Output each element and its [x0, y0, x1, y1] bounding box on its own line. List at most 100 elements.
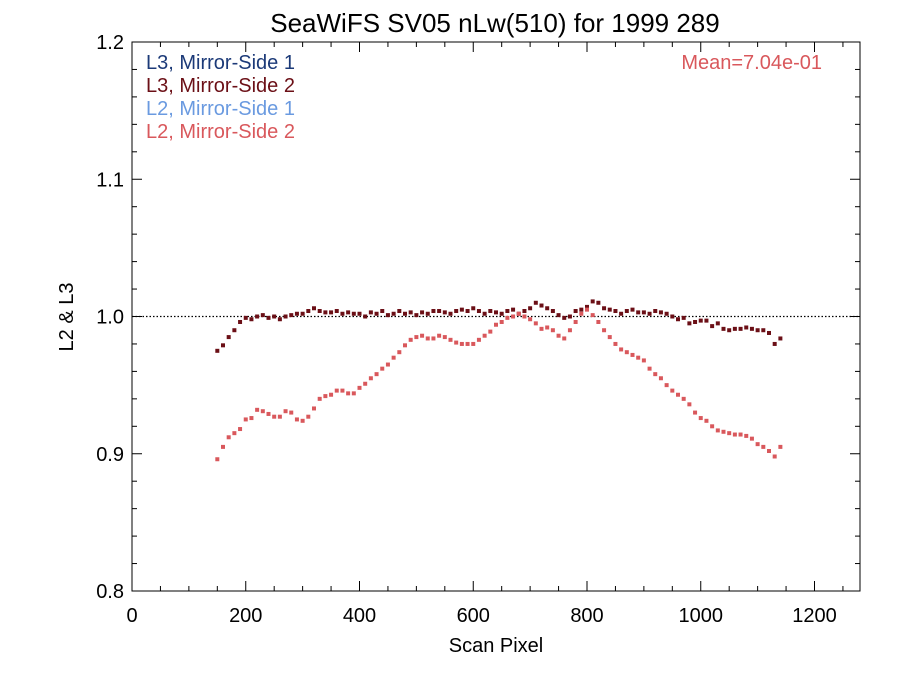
- data-point: [647, 311, 652, 316]
- data-point: [624, 350, 629, 355]
- data-point: [755, 442, 760, 447]
- data-point: [715, 428, 720, 433]
- data-point: [448, 337, 453, 342]
- data-point: [567, 314, 572, 319]
- data-point: [738, 432, 743, 437]
- data-point: [681, 396, 686, 401]
- data-point: [476, 309, 481, 314]
- data-point: [232, 431, 237, 436]
- data-point: [761, 444, 766, 449]
- data-point: [664, 383, 669, 388]
- data-point: [329, 392, 334, 397]
- data-point: [425, 311, 430, 316]
- data-point: [272, 314, 277, 319]
- data-point: [494, 322, 498, 327]
- data-point: [312, 406, 316, 411]
- data-point: [579, 311, 584, 316]
- data-point: [778, 336, 783, 341]
- data-point: [465, 341, 470, 346]
- data-point: [471, 341, 476, 346]
- data-point: [658, 310, 663, 315]
- data-point: [556, 333, 561, 338]
- data-point: [704, 318, 709, 323]
- data-point: [368, 376, 373, 381]
- data-point: [312, 306, 316, 311]
- data-point: [249, 317, 254, 322]
- data-point: [289, 410, 294, 415]
- data-point: [238, 427, 243, 432]
- data-point: [391, 355, 396, 360]
- data-point: [221, 444, 225, 449]
- data-point: [317, 309, 322, 314]
- data-point: [653, 309, 658, 314]
- data-point: [300, 418, 305, 423]
- data-point: [340, 388, 345, 393]
- data-point: [374, 372, 379, 377]
- data-point: [465, 309, 470, 314]
- data-point: [385, 313, 390, 318]
- data-point: [374, 311, 379, 316]
- data-point: [676, 317, 680, 322]
- data-point: [567, 328, 572, 333]
- data-point: [408, 337, 413, 342]
- data-point: [749, 326, 754, 331]
- data-point: [454, 309, 459, 314]
- data-point: [420, 333, 425, 338]
- data-point: [545, 325, 550, 330]
- data-point: [767, 449, 771, 454]
- data-point: [778, 444, 783, 449]
- data-point: [744, 325, 749, 330]
- data-point: [761, 328, 766, 333]
- data-point: [499, 311, 504, 316]
- data-point: [482, 333, 487, 338]
- mean-annotation: Mean=7.04e-01: [681, 52, 822, 74]
- data-point: [698, 416, 703, 421]
- data-point: [596, 300, 601, 305]
- data-point: [346, 391, 351, 396]
- data-point: [528, 317, 533, 322]
- data-point: [607, 307, 612, 312]
- data-point: [727, 431, 732, 436]
- data-point: [294, 417, 299, 422]
- data-point: [488, 329, 493, 334]
- data-point: [260, 313, 265, 318]
- x-tick-label: 600: [457, 605, 490, 627]
- data-point: [727, 328, 732, 333]
- data-point: [539, 303, 544, 308]
- data-point: [306, 309, 311, 314]
- data-point: [511, 314, 516, 319]
- data-point: [385, 362, 390, 367]
- data-point: [442, 310, 447, 315]
- data-point: [459, 307, 464, 312]
- data-point: [585, 307, 589, 312]
- data-point: [630, 352, 635, 357]
- data-point: [346, 310, 351, 315]
- data-point: [238, 319, 243, 324]
- data-point: [266, 315, 271, 320]
- data-point: [744, 433, 749, 438]
- x-axis-label: Scan Pixel: [449, 635, 544, 657]
- data-point: [505, 315, 510, 320]
- data-point: [539, 326, 544, 331]
- data-point: [738, 326, 743, 331]
- data-point: [420, 310, 425, 315]
- data-point: [260, 409, 265, 414]
- data-point: [431, 336, 436, 341]
- data-point: [528, 306, 533, 311]
- data-point: [573, 319, 578, 324]
- data-point: [408, 310, 413, 315]
- data-point: [294, 311, 299, 316]
- data-point: [641, 358, 646, 363]
- data-point: [511, 307, 516, 312]
- data-point: [317, 396, 322, 401]
- series-3: [215, 307, 783, 462]
- x-tick-label: 1200: [792, 605, 837, 627]
- data-point: [613, 341, 618, 346]
- x-tick-label: 1000: [679, 605, 724, 627]
- data-point: [641, 310, 646, 315]
- y-tick-label: 0.9: [96, 444, 124, 466]
- data-point: [397, 350, 402, 355]
- data-point: [363, 381, 368, 386]
- data-point: [636, 355, 641, 360]
- data-point: [698, 318, 703, 323]
